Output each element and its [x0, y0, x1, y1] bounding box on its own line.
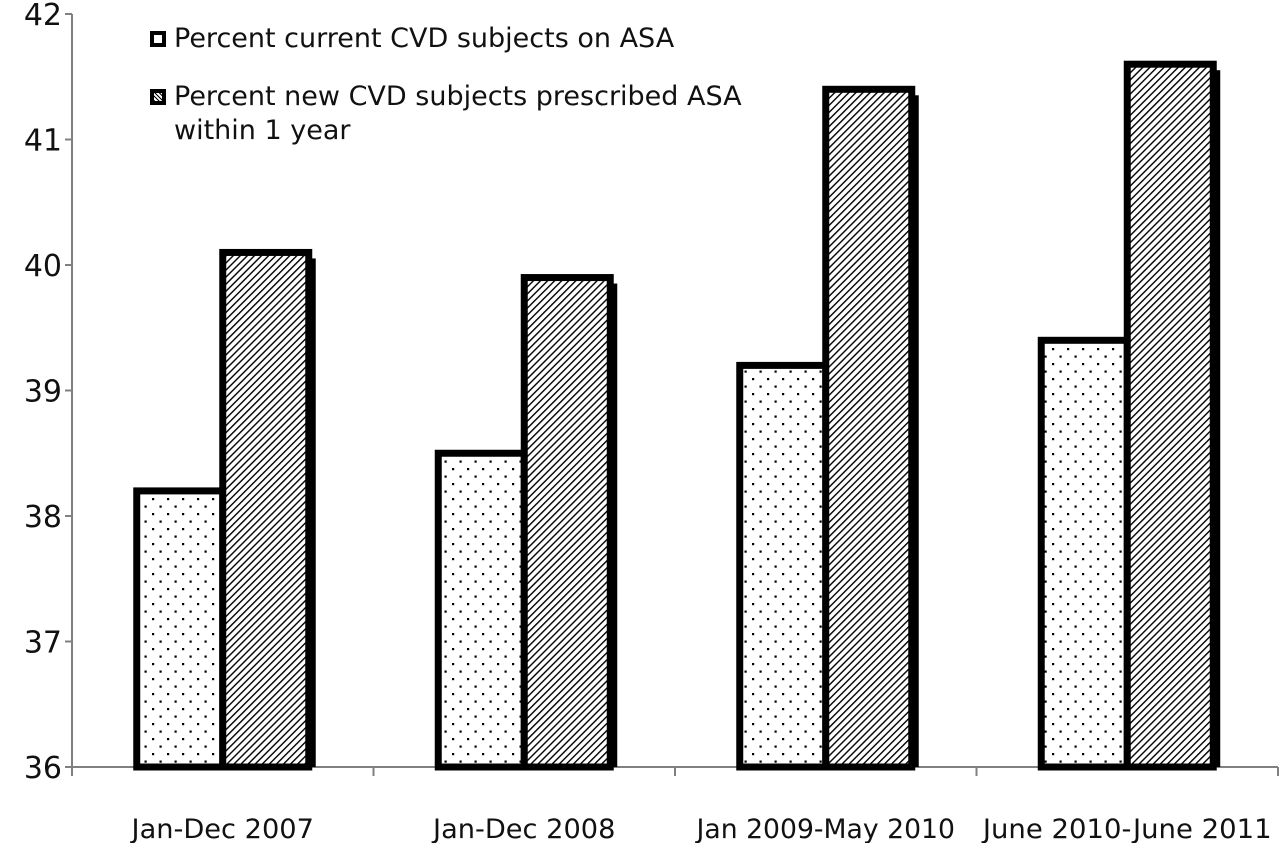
- x-tick-label: Jan 2009-May 2010: [695, 814, 955, 843]
- legend-item-new-prescribed-asa: Percent new CVD subjects prescribed ASA …: [150, 80, 754, 148]
- bar-new-prescribed-asa: [219, 248, 313, 771]
- y-tick-label: 38: [24, 500, 62, 535]
- x-tick-label: June 2010-June 2011: [981, 814, 1272, 843]
- y-tick-label: 36: [24, 751, 62, 786]
- bar-new-prescribed-asa: [822, 85, 916, 771]
- legend-swatch-hatch: [150, 89, 166, 105]
- legend-swatch-dots: [150, 31, 166, 47]
- y-tick-label: 37: [24, 626, 62, 661]
- x-tick-label: Jan-Dec 2007: [130, 814, 314, 843]
- y-axis: 36 37 38 39 40 41 42: [24, 0, 73, 786]
- bar-current-on-asa: [133, 487, 227, 771]
- legend: Percent current CVD subjects on ASA Perc…: [150, 22, 754, 172]
- x-tick-label: Jan-Dec 2008: [431, 814, 615, 843]
- bar-current-on-asa: [434, 449, 528, 771]
- bar-new-prescribed-asa: [520, 274, 614, 771]
- bar-current-on-asa: [736, 361, 830, 771]
- legend-item-current-on-asa: Percent current CVD subjects on ASA: [150, 22, 754, 56]
- y-tick-label: 42: [24, 0, 62, 33]
- bars: [133, 60, 1221, 771]
- legend-label: Percent current CVD subjects on ASA: [174, 23, 675, 54]
- x-axis: Jan-Dec 2007 Jan-Dec 2008 Jan 2009-May 201…: [71, 766, 1279, 843]
- bar-new-prescribed-asa: [1123, 60, 1217, 771]
- y-tick-label: 40: [24, 249, 62, 284]
- y-tick-label: 41: [24, 124, 62, 159]
- bar-current-on-asa: [1037, 336, 1131, 771]
- y-tick-label: 39: [24, 375, 62, 410]
- legend-label: Percent new CVD subjects prescribed ASA …: [174, 81, 742, 146]
